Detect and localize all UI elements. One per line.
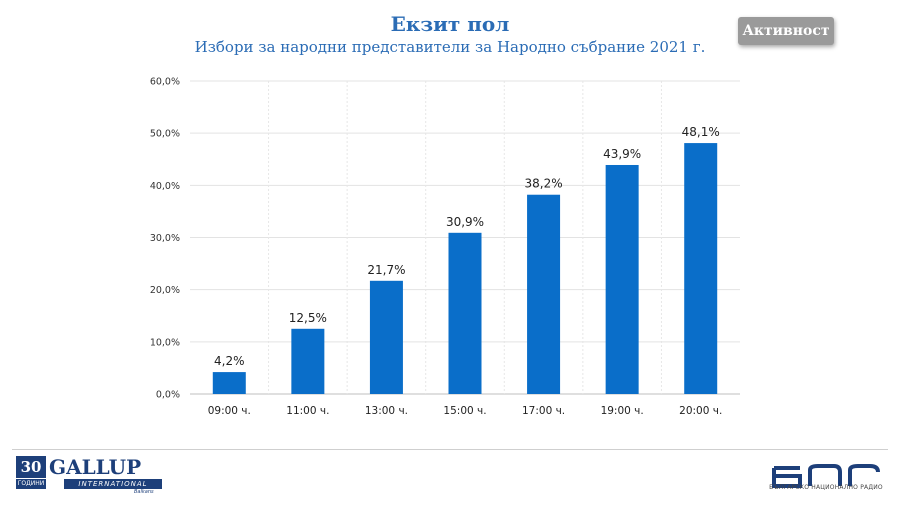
bnr-logo-icon bbox=[772, 464, 880, 488]
y-tick-label: 50,0% bbox=[150, 129, 180, 140]
bar-value-label: 4,2% bbox=[214, 354, 245, 368]
bar-value-label: 21,7% bbox=[367, 263, 405, 277]
y-tick-label: 10,0% bbox=[150, 337, 180, 348]
bnr-name: БЪЛГАРСКО НАЦИОНАЛНО РАДИО bbox=[769, 484, 883, 491]
bar bbox=[291, 328, 325, 394]
gallup-logo: 30 ГОДИНИ GALLUP INTERNATIONAL Balkans bbox=[16, 456, 166, 498]
gallup-years-sub: ГОДИНИ bbox=[16, 479, 46, 489]
bar-value-label: 12,5% bbox=[289, 311, 327, 325]
gallup-years: 30 bbox=[16, 456, 46, 478]
footer-divider bbox=[12, 449, 888, 450]
bar-value-label: 43,9% bbox=[603, 147, 641, 161]
x-tick-label: 11:00 ч. bbox=[286, 405, 329, 417]
gallup-name: GALLUP bbox=[49, 455, 142, 479]
bar-value-label: 48,1% bbox=[682, 125, 720, 139]
y-tick-label: 60,0% bbox=[150, 77, 180, 88]
bar-value-label: 38,2% bbox=[525, 177, 563, 191]
activity-badge: Активност bbox=[738, 17, 834, 45]
x-tick-label: 17:00 ч. bbox=[522, 405, 565, 417]
gallup-region: Balkans bbox=[134, 489, 154, 495]
x-tick-label: 19:00 ч. bbox=[601, 405, 644, 417]
bar bbox=[448, 232, 482, 394]
bar bbox=[684, 143, 718, 394]
chart-subtitle: Избори за народни представители за Народ… bbox=[194, 38, 706, 56]
x-tick-label: 13:00 ч. bbox=[365, 405, 408, 417]
bar-chart: 0,0% 10,0% 20,0% 30,0% 40,0% 50,0% 60,0% 4,2% 09… bbox=[150, 77, 740, 417]
bar bbox=[212, 372, 246, 394]
y-tick-label: 0,0% bbox=[156, 390, 180, 401]
gallup-international: INTERNATIONAL bbox=[64, 479, 162, 489]
bar bbox=[369, 280, 403, 394]
x-tick-label: 09:00 ч. bbox=[208, 405, 251, 417]
x-tick-label: 15:00 ч. bbox=[443, 405, 486, 417]
chart-title: Екзит пол bbox=[390, 12, 510, 36]
y-tick-label: 30,0% bbox=[150, 233, 180, 244]
bar bbox=[527, 194, 561, 394]
bar-value-label: 30,9% bbox=[446, 215, 484, 229]
bar bbox=[605, 164, 639, 394]
y-tick-label: 20,0% bbox=[150, 285, 180, 296]
x-tick-label: 20:00 ч. bbox=[679, 405, 722, 417]
y-tick-label: 40,0% bbox=[150, 181, 180, 192]
